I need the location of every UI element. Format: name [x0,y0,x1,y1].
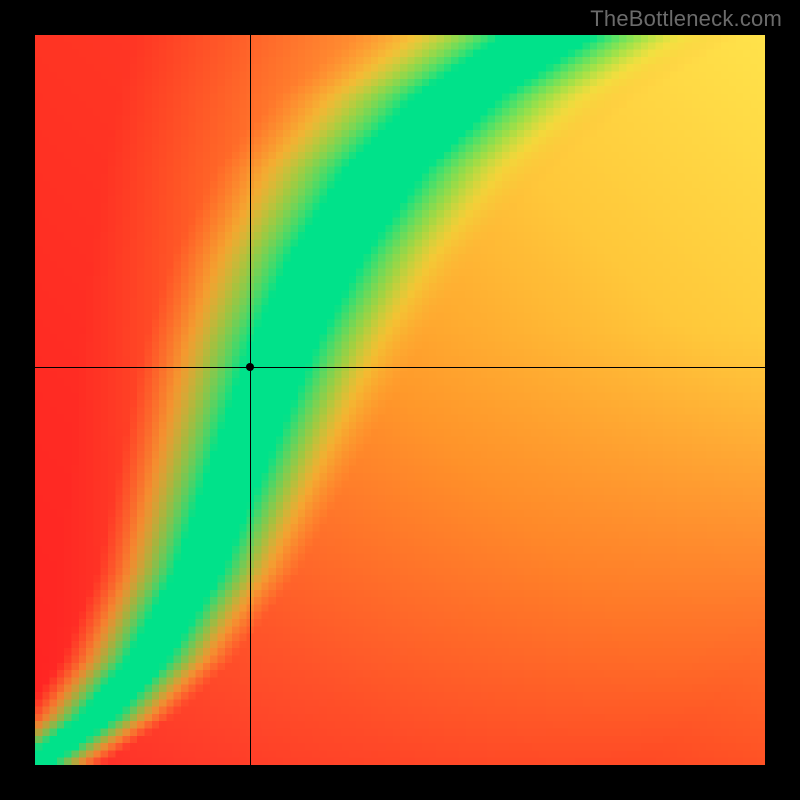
crosshair-vertical [250,35,251,765]
heatmap-canvas [35,35,765,765]
crosshair-dot [246,363,254,371]
watermark-label: TheBottleneck.com [590,6,782,32]
crosshair-horizontal [35,367,765,368]
chart-container: TheBottleneck.com [0,0,800,800]
plot-area [35,35,765,765]
